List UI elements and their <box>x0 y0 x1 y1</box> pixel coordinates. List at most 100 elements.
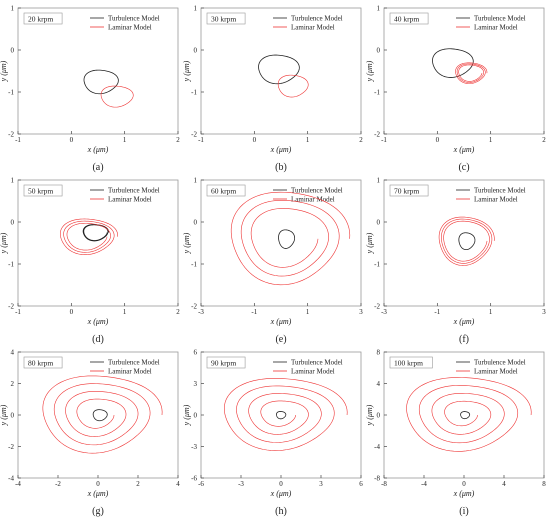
x-tick-label: -1 <box>434 308 440 316</box>
speed-label-box <box>23 184 63 197</box>
panel-caption: (d) <box>92 334 104 345</box>
laminar-orbit-line <box>223 378 348 451</box>
y-tick-label: 4 <box>377 380 381 388</box>
speed-label: 70 krpm <box>394 186 419 195</box>
y-axis-label: y (μm) <box>0 60 8 82</box>
laminar-orbit-line <box>455 62 488 84</box>
panel-caption: (a) <box>92 162 103 173</box>
legend-label-turbulence: Turbulence Model <box>291 15 343 23</box>
legend-label-turbulence: Turbulence Model <box>291 359 343 367</box>
y-tick-label: -1 <box>374 89 380 97</box>
panel-caption: (e) <box>275 334 286 345</box>
speed-label: 100 krpm <box>394 358 423 367</box>
y-tick-label: 0 <box>377 412 381 420</box>
x-tick-label: 4 <box>502 480 506 488</box>
laminar-orbit-line <box>277 74 309 98</box>
x-tick-label: 2 <box>359 136 363 144</box>
speed-label-box <box>23 12 63 25</box>
plot-frame <box>383 179 545 307</box>
legend-label-laminar: Laminar Model <box>291 24 335 32</box>
legend-label-laminar: Laminar Model <box>291 368 335 376</box>
speed-label: 40 krpm <box>394 14 419 23</box>
x-tick-label: 6 <box>359 480 363 488</box>
turbulence-orbit-line <box>92 409 108 422</box>
turbulence-orbit-line <box>278 229 296 249</box>
plot-frame <box>383 7 545 135</box>
y-tick-label: 1 <box>377 5 381 13</box>
x-tick-label: -2 <box>55 480 61 488</box>
y-tick-label: -2 <box>8 131 14 139</box>
legend-label-turbulence: Turbulence Model <box>474 15 526 23</box>
x-tick-label: 2 <box>176 136 180 144</box>
y-tick-label: 1 <box>194 177 198 185</box>
x-tick-label: -3 <box>198 308 204 316</box>
x-axis-label: x (μm) <box>270 145 292 154</box>
x-tick-label: -4 <box>15 480 21 488</box>
y-tick-label: -1 <box>8 89 14 97</box>
y-axis-label: y (μm) <box>365 232 374 254</box>
x-tick-label: 0 <box>70 136 74 144</box>
x-axis-label: x (μm) <box>453 145 475 154</box>
turbulence-orbit-line <box>82 224 110 242</box>
x-tick-label: 2 <box>136 480 140 488</box>
y-tick-label: 0 <box>194 47 198 55</box>
x-tick-label: 0 <box>70 308 74 316</box>
speed-label: 20 krpm <box>28 14 53 23</box>
x-tick-label: 1 <box>123 136 127 144</box>
turbulence-orbit-line <box>432 48 474 78</box>
chart-panel: -8 -4 0 4 8 8 4 0 -4 -8 x (μm) y (μm) 100 krpm Turbul… <box>365 349 546 518</box>
x-tick-label: 4 <box>176 480 180 488</box>
turbulence-orbit-line <box>83 69 119 95</box>
chart-panel: -3 -1 1 3 1 0 -1 -2 x (μm) y (μm) 60 krpm Turbulenc… <box>182 177 363 346</box>
speed-label: 80 krpm <box>28 358 53 367</box>
panel-caption: (b) <box>275 162 287 173</box>
y-tick-label: 2 <box>11 380 15 388</box>
y-tick-label: 0 <box>11 219 15 227</box>
y-axis-label: y (μm) <box>0 404 8 426</box>
x-tick-label: -4 <box>421 480 427 488</box>
x-tick-label: 0 <box>436 136 440 144</box>
y-tick-label: -4 <box>8 475 14 483</box>
x-axis-label: x (μm) <box>87 317 109 326</box>
x-tick-label: -1 <box>15 308 21 316</box>
x-tick-label: 3 <box>319 480 323 488</box>
y-tick-label: -1 <box>374 261 380 269</box>
legend-label-turbulence: Turbulence Model <box>108 187 160 195</box>
y-tick-label: -2 <box>191 131 197 139</box>
x-axis-label: x (μm) <box>270 317 292 326</box>
x-axis-label: x (μm) <box>270 489 292 498</box>
turbulence-orbit-line <box>258 54 300 85</box>
y-tick-label: 1 <box>11 5 15 13</box>
panel-caption: (f) <box>459 334 469 345</box>
turbulence-orbit-line <box>276 411 287 420</box>
x-tick-label: 2 <box>542 136 546 144</box>
speed-label: 60 krpm <box>211 186 236 195</box>
panel-caption: (i) <box>459 506 468 517</box>
laminar-orbit-line <box>230 191 351 286</box>
legend-label-laminar: Laminar Model <box>474 196 518 204</box>
x-tick-label: 3 <box>542 308 546 316</box>
y-axis-label: y (μm) <box>182 404 191 426</box>
chart-panel: -1 0 1 210-1-2x (μm)y (μm)30 krpm Turbulence… <box>182 5 363 174</box>
y-tick-label: 1 <box>377 177 381 185</box>
chart-panel: -1 0 1 210-1-2x (μm)y (μm)40 krpm Turbulence… <box>365 5 546 174</box>
panel-caption: (c) <box>458 162 469 173</box>
speed-label: 30 krpm <box>211 14 236 23</box>
x-axis-label: x (μm) <box>453 489 475 498</box>
x-tick-label: 0 <box>462 480 466 488</box>
x-tick-label: 2 <box>176 308 180 316</box>
y-tick-label: 0 <box>11 412 15 420</box>
y-tick-label: -2 <box>8 443 14 451</box>
x-tick-label: -6 <box>198 480 204 488</box>
legend-label-laminar: Laminar Model <box>291 196 335 204</box>
chart-panel: -6 -3 0 3 6 6 3 0 -3 -6 x (μm) y (μm) 90 krpm Turbule… <box>182 349 363 518</box>
x-tick-label: 1 <box>306 308 310 316</box>
plot-frame <box>17 7 179 135</box>
panel-caption: (g) <box>92 506 104 517</box>
panel-caption: (h) <box>275 506 287 517</box>
y-tick-label: -2 <box>8 303 14 311</box>
y-tick-label: 0 <box>194 412 198 420</box>
y-axis-label: y (μm) <box>182 232 191 254</box>
